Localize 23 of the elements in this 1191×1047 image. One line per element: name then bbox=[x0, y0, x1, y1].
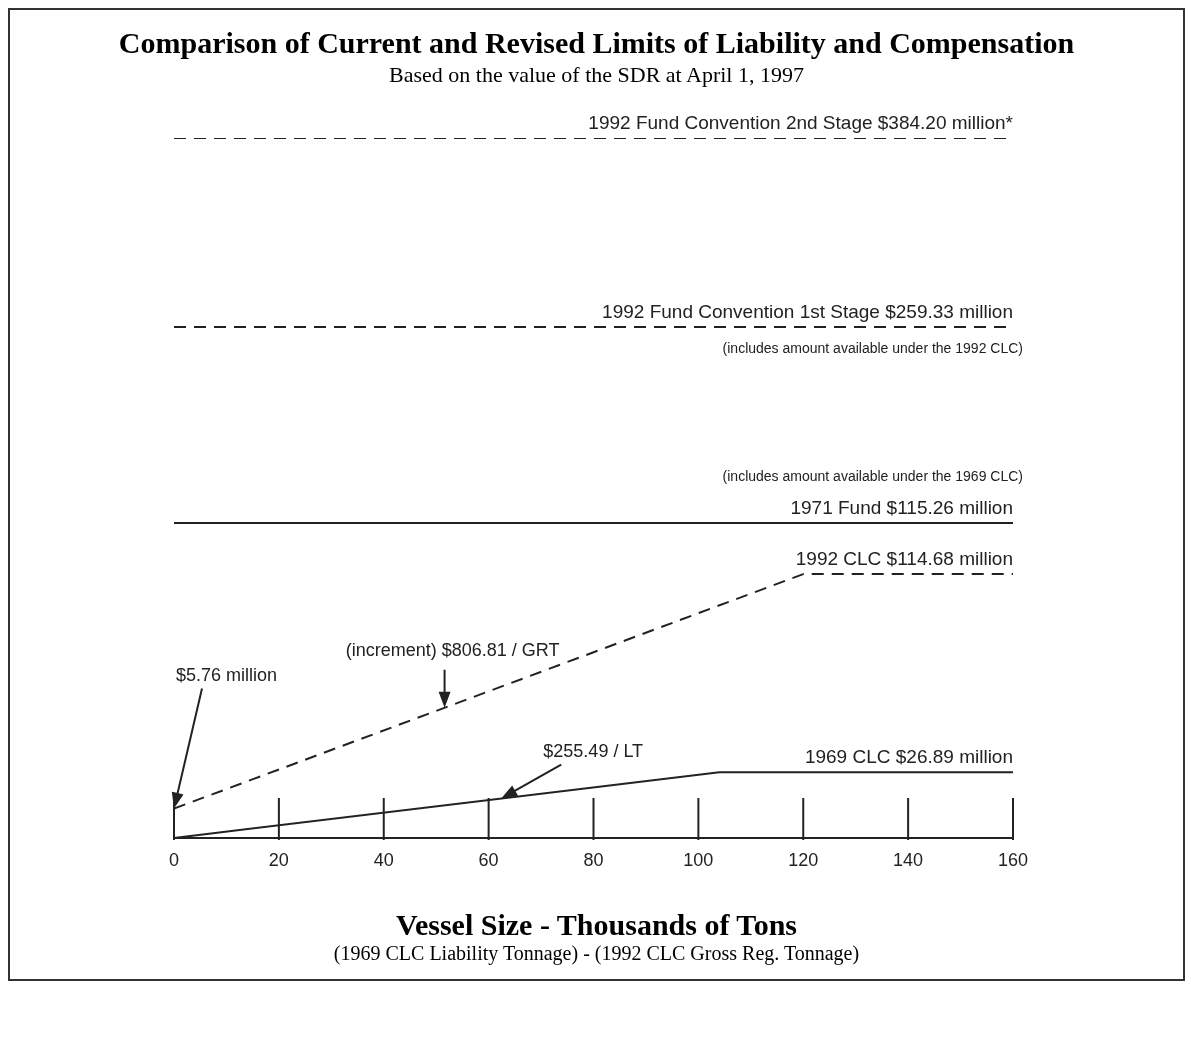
annotation: (includes amount available under the 1969 CLC) bbox=[722, 468, 1023, 484]
annotation: $255.49 / LT bbox=[543, 740, 644, 761]
x-tick-label: 60 bbox=[478, 850, 499, 870]
x-tick-label: 80 bbox=[583, 850, 604, 870]
annotation: (increment) $806.81 / GRT bbox=[345, 639, 560, 660]
x-axis-title: Vessel Size - Thousands of Tons bbox=[395, 908, 798, 942]
series-label: 1971 Fund $115.26 million bbox=[790, 497, 1013, 518]
series-label: 1992 Fund Convention 1st Stage $259.33 million bbox=[602, 301, 1013, 322]
x-tick-label: 40 bbox=[373, 850, 394, 870]
x-tick-label: 20 bbox=[268, 850, 289, 870]
series-label: 1969 CLC $26.89 million bbox=[804, 746, 1013, 768]
x-tick-label: 100 bbox=[683, 850, 714, 870]
annotation: $5.76 million bbox=[176, 664, 278, 685]
text: (1969 CLC Liability Tonnage) - (1992 CLC Gross Reg. Tonnage) bbox=[332, 942, 861, 965]
chart-title: Comparison of Current and Revised Limits of Liability and Compensation bbox=[117, 26, 1076, 60]
annotation: (includes amount available under the 1992 CLC) bbox=[722, 340, 1023, 356]
series-label: 1992 CLC $114.68 million bbox=[795, 548, 1013, 570]
x-tick-label: 0 bbox=[168, 850, 180, 870]
series-label: 1992 Fund Convention 2nd Stage $384.20 million* bbox=[588, 112, 1014, 133]
x-tick-label: 160 bbox=[997, 850, 1029, 870]
x-tick-label: 140 bbox=[893, 850, 924, 870]
x-tick-label: 120 bbox=[788, 850, 819, 870]
chart-subtitle: Based on the value of the SDR at April 1, 1997 bbox=[388, 62, 805, 88]
